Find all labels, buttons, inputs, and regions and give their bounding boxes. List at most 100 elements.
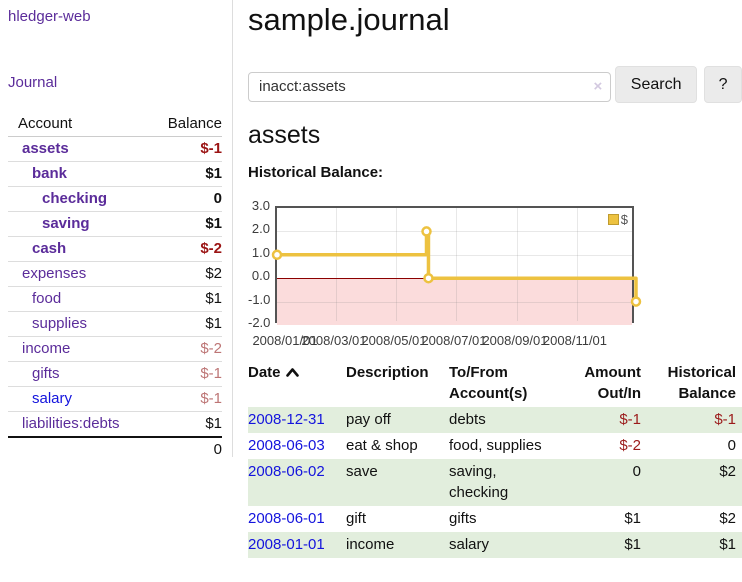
account-balance: $1 (152, 286, 222, 312)
account-row: salary $-1 (8, 386, 222, 412)
account-row: saving $1 (8, 211, 222, 237)
search-input[interactable] (248, 71, 612, 102)
account-row: food $1 (8, 286, 222, 312)
data-point-marker (421, 226, 432, 237)
transaction-amount: $-1 (619, 411, 641, 428)
transaction-amount: $1 (624, 510, 641, 527)
register-row: 2008-06-02 save saving, checking 0 $2 (248, 459, 742, 506)
search-form: × Search ? (248, 66, 742, 103)
sidebar-account-link[interactable]: income (22, 340, 71, 357)
account-row: gifts $-1 (8, 361, 222, 387)
transaction-description: save (346, 463, 378, 480)
account-heading: assets (248, 121, 321, 149)
data-point-marker (271, 249, 283, 261)
negative-region (277, 278, 632, 325)
account-balance: $-1 (152, 361, 222, 387)
x-axis-tick-label: 2008/03/01 (301, 333, 367, 348)
account-row: assets $-1 (8, 137, 222, 162)
main-content: sample.journal × Search ? assets Histori… (248, 0, 742, 582)
accounts-table: Account Balance assets $-1 bank $1 checking 0… (8, 112, 222, 462)
accounts-header-account: Account (8, 112, 152, 137)
y-axis-tick-label: 0.0 (251, 268, 270, 284)
sidebar-account-link[interactable]: salary (32, 390, 73, 407)
register-row: 2008-01-01 income salary $1 $1 (248, 532, 742, 558)
sidebar-account-link[interactable]: saving (42, 215, 90, 232)
transaction-amount: $-2 (619, 437, 641, 454)
account-row: cash $-2 (8, 236, 222, 262)
sidebar-account-link[interactable]: supplies (32, 315, 88, 332)
gridline (277, 231, 632, 233)
account-balance: $-1 (152, 386, 222, 412)
series-line (271, 226, 642, 307)
sidebar-account-link[interactable]: assets (22, 140, 69, 157)
account-balance: $1 (152, 161, 222, 187)
y-axis-tick-label: -2.0 (248, 315, 271, 330)
register-header-account: To/From Account(s) (449, 364, 528, 402)
sidebar-account-link[interactable]: gifts (32, 365, 60, 382)
data-point-marker (630, 296, 642, 307)
transaction-description: income (346, 536, 395, 553)
transaction-balance: 0 (727, 437, 736, 454)
help-button[interactable]: ? (704, 66, 742, 103)
account-row: bank $1 (8, 161, 222, 187)
transaction-balance: $-1 (714, 411, 736, 428)
transaction-accounts: debts (449, 411, 486, 428)
transaction-date-link[interactable]: 2008-01-01 (248, 536, 325, 553)
account-balance: $1 (152, 211, 222, 237)
transaction-amount: 0 (632, 463, 641, 480)
chart-title: Historical Balance: (248, 164, 384, 181)
sidebar-account-link[interactable]: checking (42, 190, 108, 207)
account-row: expenses $2 (8, 261, 222, 287)
gridline (576, 208, 578, 321)
chart-legend: $ (607, 212, 628, 227)
transaction-accounts: food, supplies (449, 437, 542, 454)
clear-search-icon[interactable]: × (593, 77, 603, 95)
transaction-date-link[interactable]: 2008-06-03 (248, 437, 325, 454)
balance-chart: $ 3.0 2.0 1.0 0.0 -1.0 -2.0 2008/01/01 2008/03/… (248, 198, 742, 350)
gridline (336, 208, 337, 321)
transaction-description: eat & shop (346, 437, 418, 454)
sidebar-account-link[interactable]: bank (32, 165, 68, 182)
gridline (456, 208, 457, 321)
x-axis-tick-label: 2008/07/01 (421, 333, 487, 348)
account-balance: $-1 (200, 140, 222, 157)
sidebar-account-link[interactable]: expenses (22, 265, 87, 282)
register-header-date[interactable]: Date (248, 360, 346, 407)
account-balance: $-2 (152, 336, 222, 362)
search-button[interactable]: Search (615, 66, 698, 103)
transaction-date-link[interactable]: 2008-06-02 (248, 463, 325, 480)
sidebar-account-link[interactable]: cash (32, 240, 67, 257)
account-balance: $1 (152, 411, 222, 437)
data-point-marker (423, 272, 434, 284)
accounts-header-balance: Balance (152, 112, 222, 137)
register-header-amount: Amount Out/In (584, 364, 641, 402)
accounts-total: 0 (152, 436, 222, 462)
gridline (396, 208, 397, 321)
transaction-date-link[interactable]: 2008-12-31 (248, 411, 325, 428)
sidebar: hledger-web Journal Account Balance asse… (0, 0, 233, 462)
account-balance: $2 (152, 261, 222, 287)
legend-label: $ (620, 212, 628, 227)
account-row: checking 0 (8, 186, 222, 212)
sort-asc-icon (285, 362, 299, 383)
accounts-total-row: 0 (8, 436, 222, 462)
y-axis-tick-label: 1.0 (251, 244, 270, 260)
transaction-date-link[interactable]: 2008-06-01 (248, 510, 325, 527)
account-row: liabilities:debts $1 (8, 411, 222, 437)
transaction-amount: $1 (624, 536, 641, 553)
transaction-balance: $1 (719, 536, 736, 553)
legend-swatch-icon (607, 214, 619, 225)
sidebar-account-link[interactable]: liabilities:debts (22, 415, 120, 432)
account-balance: $1 (152, 311, 222, 337)
y-axis-tick-label: -1.0 (248, 291, 271, 307)
chart-plot-area: $ (271, 206, 642, 325)
transaction-accounts: salary (449, 536, 490, 553)
register-header-balance: Historical Balance (667, 364, 736, 402)
sidebar-item-journal[interactable]: Journal (8, 74, 58, 91)
y-axis-tick-label: 3.0 (251, 198, 270, 213)
account-balance: 0 (152, 186, 222, 212)
sidebar-account-link[interactable]: food (32, 290, 62, 307)
transaction-accounts: saving, checking (449, 463, 509, 501)
brand-link[interactable]: hledger-web (8, 8, 91, 25)
transaction-description: gift (346, 510, 367, 527)
